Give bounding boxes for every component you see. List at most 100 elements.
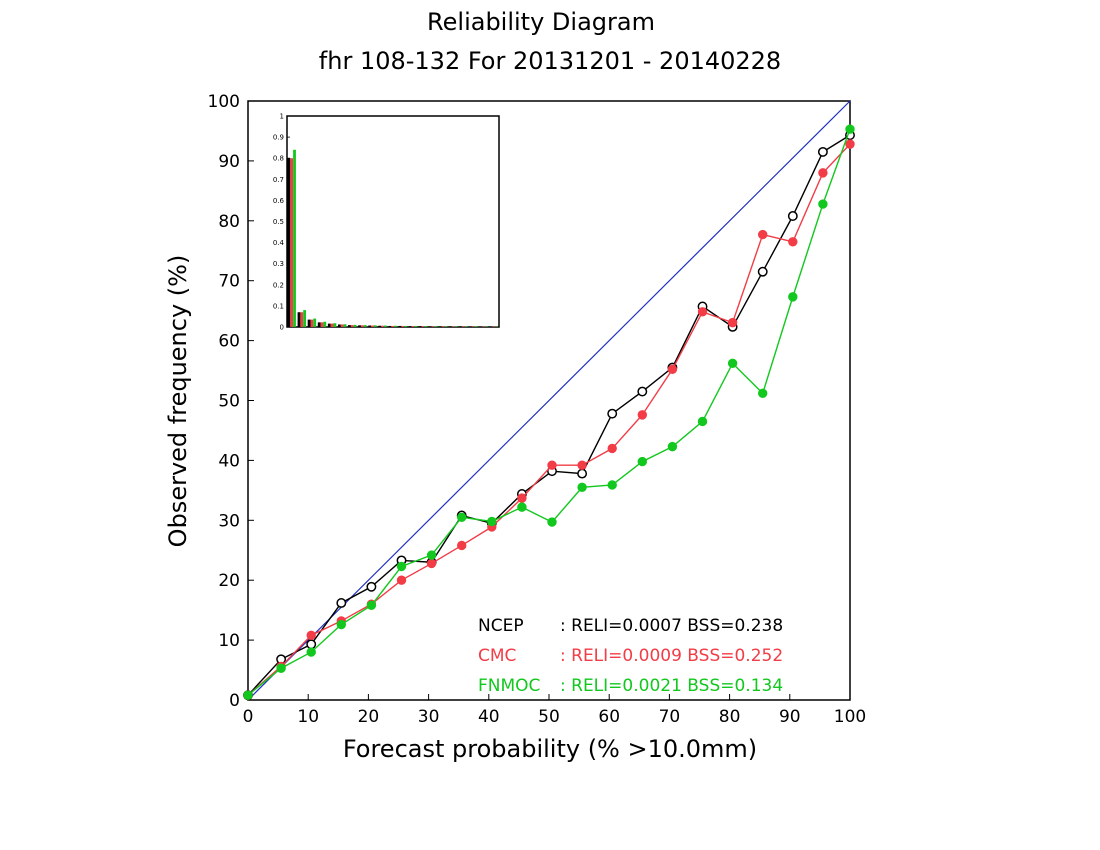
cmc-point	[788, 237, 798, 247]
ncep-point	[817, 146, 828, 157]
fnmoc-point	[818, 199, 828, 209]
ncep-point	[787, 211, 798, 221]
fnmoc-point	[577, 482, 587, 493]
inset-frame	[286, 115, 500, 328]
fnmoc-point	[517, 502, 527, 512]
cmc-point	[426, 558, 437, 569]
inset-bars	[287, 149, 498, 327]
inset-y-tick-label: 0.1	[273, 302, 284, 310]
x-tick-label: 50	[538, 707, 560, 727]
y-tick-label: 40	[218, 451, 240, 471]
inset-bar-cmc	[401, 325, 405, 327]
inset-y-tick-label: 0	[280, 324, 284, 332]
legend: NCEP: RELI=0.0007 BSS=0.238 CMC: RELI=0.0…	[478, 616, 783, 696]
inset-bar-cmc	[451, 326, 455, 327]
inset-bar-fnmoc	[293, 149, 296, 327]
chart-subtitle: fhr 108-132 For 20131201 - 20140228	[319, 47, 781, 75]
legend-fnmoc-stats: : RELI=0.0021 BSS=0.134	[560, 676, 783, 696]
inset-bar-ncep	[368, 325, 372, 327]
ncep-point	[637, 386, 648, 397]
inset-bar-fnmoc	[454, 326, 458, 327]
cmc-point	[607, 443, 617, 454]
fnmoc-point	[727, 358, 738, 369]
ncep-point	[607, 408, 618, 419]
inset-bar-fnmoc	[343, 324, 347, 327]
legend-fnmoc-name: FNMOC	[478, 676, 540, 696]
y-tick-label: 0	[229, 691, 240, 711]
fnmoc-point	[547, 517, 557, 527]
inset-bar-ncep	[438, 326, 442, 327]
inset-histogram: 0 0.1 0.2 0.3 0.4 0.5 0.6 0.7 0.8 0.9 1	[273, 113, 500, 332]
ncep-point	[366, 581, 377, 592]
cmc-point	[667, 364, 678, 375]
y-tick-label: 100	[208, 92, 240, 112]
inset-y-tick-label: 0.3	[273, 260, 284, 268]
chart-title: Reliability Diagram	[427, 8, 655, 36]
inset-y-tick-label: 0.6	[273, 197, 285, 205]
inset-bar-fnmoc	[434, 326, 438, 327]
inset-y-tick-label: 0.2	[273, 281, 284, 289]
fnmoc-point	[396, 561, 407, 572]
cmc-point	[637, 410, 648, 420]
cmc-point	[517, 493, 527, 503]
inset-bar-fnmoc	[333, 323, 337, 327]
inset-bar-cmc	[411, 326, 415, 327]
inset-bar-fnmoc	[424, 326, 428, 327]
inset-y-tick-label: 0.9	[273, 134, 284, 142]
inset-bar-cmc	[330, 323, 334, 327]
inset-bar-fnmoc	[313, 318, 317, 327]
inset-bar-ncep	[297, 312, 301, 327]
y-tick-label: 30	[218, 511, 240, 531]
fnmoc-point	[845, 124, 855, 134]
inset-y-tick-label: 0.7	[273, 176, 284, 184]
y-axis: 0 10 20 30 40 50 60 70 80 90 100	[208, 92, 254, 711]
perfect-reliability-line	[247, 100, 851, 701]
ncep-point	[577, 468, 588, 479]
inset-bar-fnmoc	[363, 325, 367, 327]
cmc-point	[727, 317, 738, 328]
y-tick-label: 70	[218, 272, 240, 292]
legend-cmc-stats: : RELI=0.0009 BSS=0.252	[560, 646, 783, 666]
y-tick-label: 90	[218, 152, 240, 172]
fnmoc-point	[637, 456, 648, 467]
inset-bar-cmc	[461, 326, 465, 327]
inset-bar-fnmoc	[303, 310, 307, 327]
fnmoc-point	[243, 690, 253, 700]
inset-bar-ncep	[358, 325, 361, 327]
fnmoc-point	[276, 663, 286, 673]
fnmoc-point	[697, 416, 708, 427]
x-tick-label: 20	[358, 707, 380, 727]
cmc-point	[697, 307, 708, 317]
inset-bar-cmc	[371, 325, 374, 327]
cmc-point	[845, 139, 855, 149]
inset-bar-cmc	[431, 326, 435, 327]
inset-y-tick-label: 1	[280, 113, 284, 121]
inset-bar-ncep	[337, 324, 341, 327]
inset-y-tick-label: 0.8	[273, 155, 284, 163]
fnmoc-point	[758, 388, 768, 399]
inset-bar-cmc	[381, 325, 384, 327]
y-axis-label: Observed frequency (%)	[164, 255, 192, 548]
y-tick-label: 80	[218, 212, 240, 232]
inset-bar-fnmoc	[414, 325, 418, 327]
inset-bar-cmc	[320, 322, 324, 327]
inset-y-tick-label: 0.5	[273, 218, 284, 226]
inset-bar-fnmoc	[383, 325, 387, 327]
inset-bar-ncep	[327, 323, 331, 327]
inset-bar-cmc	[421, 326, 425, 327]
inset-bar-cmc	[300, 312, 304, 327]
inset-bar-cmc	[340, 324, 344, 327]
x-tick-label: 100	[834, 707, 866, 727]
y-tick-label: 50	[218, 392, 240, 412]
cmc-point	[577, 460, 587, 470]
x-tick-label: 30	[418, 707, 440, 727]
legend-ncep-stats: : RELI=0.0007 BSS=0.238	[560, 616, 783, 636]
inset-bar-ncep	[408, 326, 412, 327]
fnmoc-point	[457, 512, 467, 523]
inset-bar-fnmoc	[404, 325, 407, 327]
fnmoc-point	[306, 647, 316, 657]
inset-bar-cmc	[290, 158, 294, 327]
inset-bar-fnmoc	[353, 324, 357, 327]
inset-bar-fnmoc	[464, 326, 468, 327]
inset-bar-fnmoc	[323, 321, 327, 327]
